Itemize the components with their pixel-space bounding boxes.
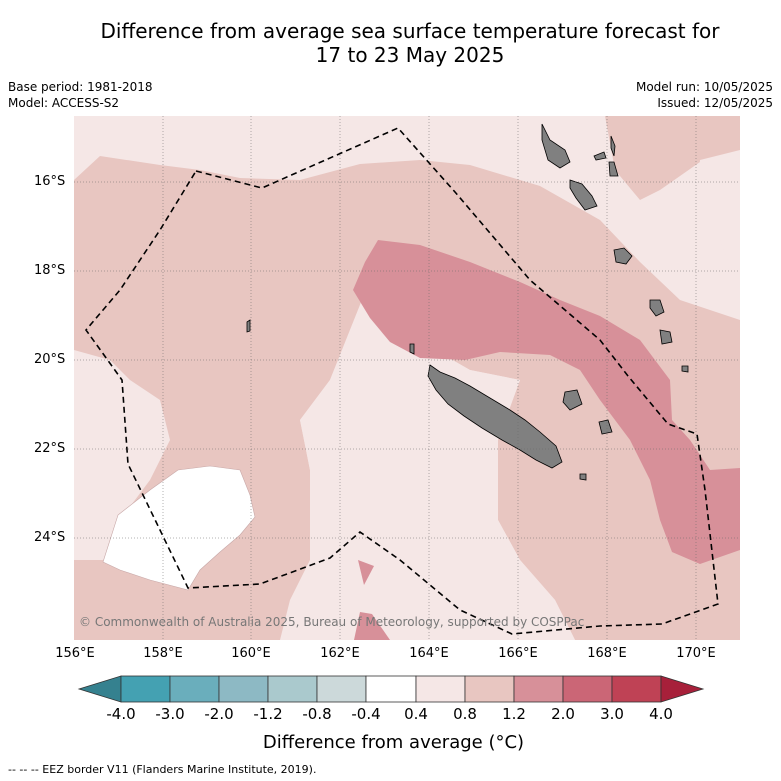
- issued-text: Issued: 12/05/2025: [657, 96, 773, 110]
- vanuatu-island-c: [610, 135, 616, 157]
- copyright-notice: © Commonwealth of Australia 2025, Bureau…: [79, 615, 585, 629]
- sst-anomaly-field: [74, 116, 740, 640]
- model-run-text: Model run: 10/05/2025: [635, 80, 773, 94]
- vanuatu-island-f: [613, 247, 633, 265]
- colorbar-tick-label: 3.0: [600, 705, 624, 723]
- colorbar-over-arrow: [660, 675, 705, 703]
- colorbar-tick-label: -1.2: [253, 705, 283, 723]
- band-1.2-2.0-south-a: [358, 560, 374, 585]
- base-period-text: Base period: 1981-2018: [8, 80, 153, 94]
- chesterfield-islet: [246, 319, 251, 333]
- colorbar-tick-label: -0.4: [351, 705, 381, 723]
- vanuatu-island-e: [608, 161, 619, 177]
- band-0.4-0.8-east: [698, 150, 740, 290]
- colorbar-bin-10: [562, 675, 613, 703]
- colorbar-tick-label: 0.8: [453, 705, 477, 723]
- lat-label-16s: 16°S: [34, 174, 66, 189]
- map-title: Difference from average sea surface temp…: [40, 19, 780, 67]
- colorbar-tick-label: 0.4: [404, 705, 428, 723]
- vanuatu-island-d: [593, 151, 607, 161]
- vanuatu-island-b: [569, 179, 598, 211]
- title-line-2: 17 to 23 May 2025: [315, 43, 505, 67]
- land-masses: [246, 123, 689, 481]
- lon-label-156e: 156°E: [55, 646, 95, 661]
- graticule: [74, 116, 740, 640]
- colorbar-tick-label: -4.0: [106, 705, 136, 723]
- band-neutral: [102, 465, 256, 591]
- band-1.2-2.0-south-b: [354, 612, 390, 640]
- colorbar-bin-6: [365, 675, 417, 703]
- band-0.8-1.2-east: [605, 116, 740, 200]
- new-caledonia-island: [427, 364, 563, 469]
- vanuatu-island-i: [681, 365, 689, 373]
- lat-label-24s: 24°S: [34, 530, 66, 545]
- loyalty-island-a: [562, 389, 583, 411]
- colorbar-tick-label: 4.0: [649, 705, 673, 723]
- colorbar-bin-1: [120, 675, 171, 703]
- colorbar-under-arrow: [77, 675, 122, 703]
- colorbar-bin-8: [464, 675, 515, 703]
- lon-label-168e: 168°E: [587, 646, 627, 661]
- lon-label-166e: 166°E: [498, 646, 538, 661]
- colorbar-bin-2: [169, 675, 220, 703]
- colorbar: [77, 675, 705, 703]
- lat-label-20s: 20°S: [34, 352, 66, 367]
- vanuatu-island-h: [659, 329, 673, 345]
- colorbar-tick-label: -2.0: [204, 705, 234, 723]
- vanuatu-island-a: [541, 123, 571, 169]
- eez-border: [84, 127, 719, 635]
- lon-label-158e: 158°E: [143, 646, 183, 661]
- model-text: Model: ACCESS-S2: [8, 96, 120, 110]
- band-0.4-0.8-center: [300, 300, 575, 640]
- lon-label-160e: 160°E: [231, 646, 271, 661]
- lon-label-170e: 170°E: [676, 646, 716, 661]
- loyalty-island-c: [579, 473, 587, 481]
- colorbar-bin-5: [316, 675, 367, 703]
- model-info: Base period: 1981-2018 Model: ACCESS-S2: [8, 79, 153, 111]
- band-1.2-2.0: [353, 240, 740, 564]
- colorbar-bin-9: [513, 675, 564, 703]
- lat-label-18s: 18°S: [34, 263, 66, 278]
- colorbar-tick-label: 1.2: [502, 705, 526, 723]
- eez-footnote: -- -- -- EEZ border V11 (Flanders Marine…: [8, 763, 317, 776]
- colorbar-tick-label: -0.8: [302, 705, 332, 723]
- lon-label-162e: 162°E: [320, 646, 360, 661]
- colorbar-tick-label: 2.0: [551, 705, 575, 723]
- colorbar-title: Difference from average (°C): [262, 732, 525, 753]
- colorbar-bin-4: [267, 675, 318, 703]
- lon-label-164e: 164°E: [409, 646, 449, 661]
- title-line-1: Difference from average sea surface temp…: [100, 19, 720, 43]
- colorbar-bin-3: [218, 675, 269, 703]
- vanuatu-island-g: [649, 299, 665, 317]
- loyalty-island-b: [598, 419, 613, 435]
- colorbar-bin-7: [415, 675, 466, 703]
- belep-islet: [409, 343, 415, 355]
- colorbar-tick-label: -3.0: [155, 705, 185, 723]
- colorbar-bin-11: [611, 675, 662, 703]
- run-info: Model run: 10/05/2025 Issued: 12/05/2025: [636, 79, 773, 111]
- lat-label-22s: 22°S: [34, 441, 66, 456]
